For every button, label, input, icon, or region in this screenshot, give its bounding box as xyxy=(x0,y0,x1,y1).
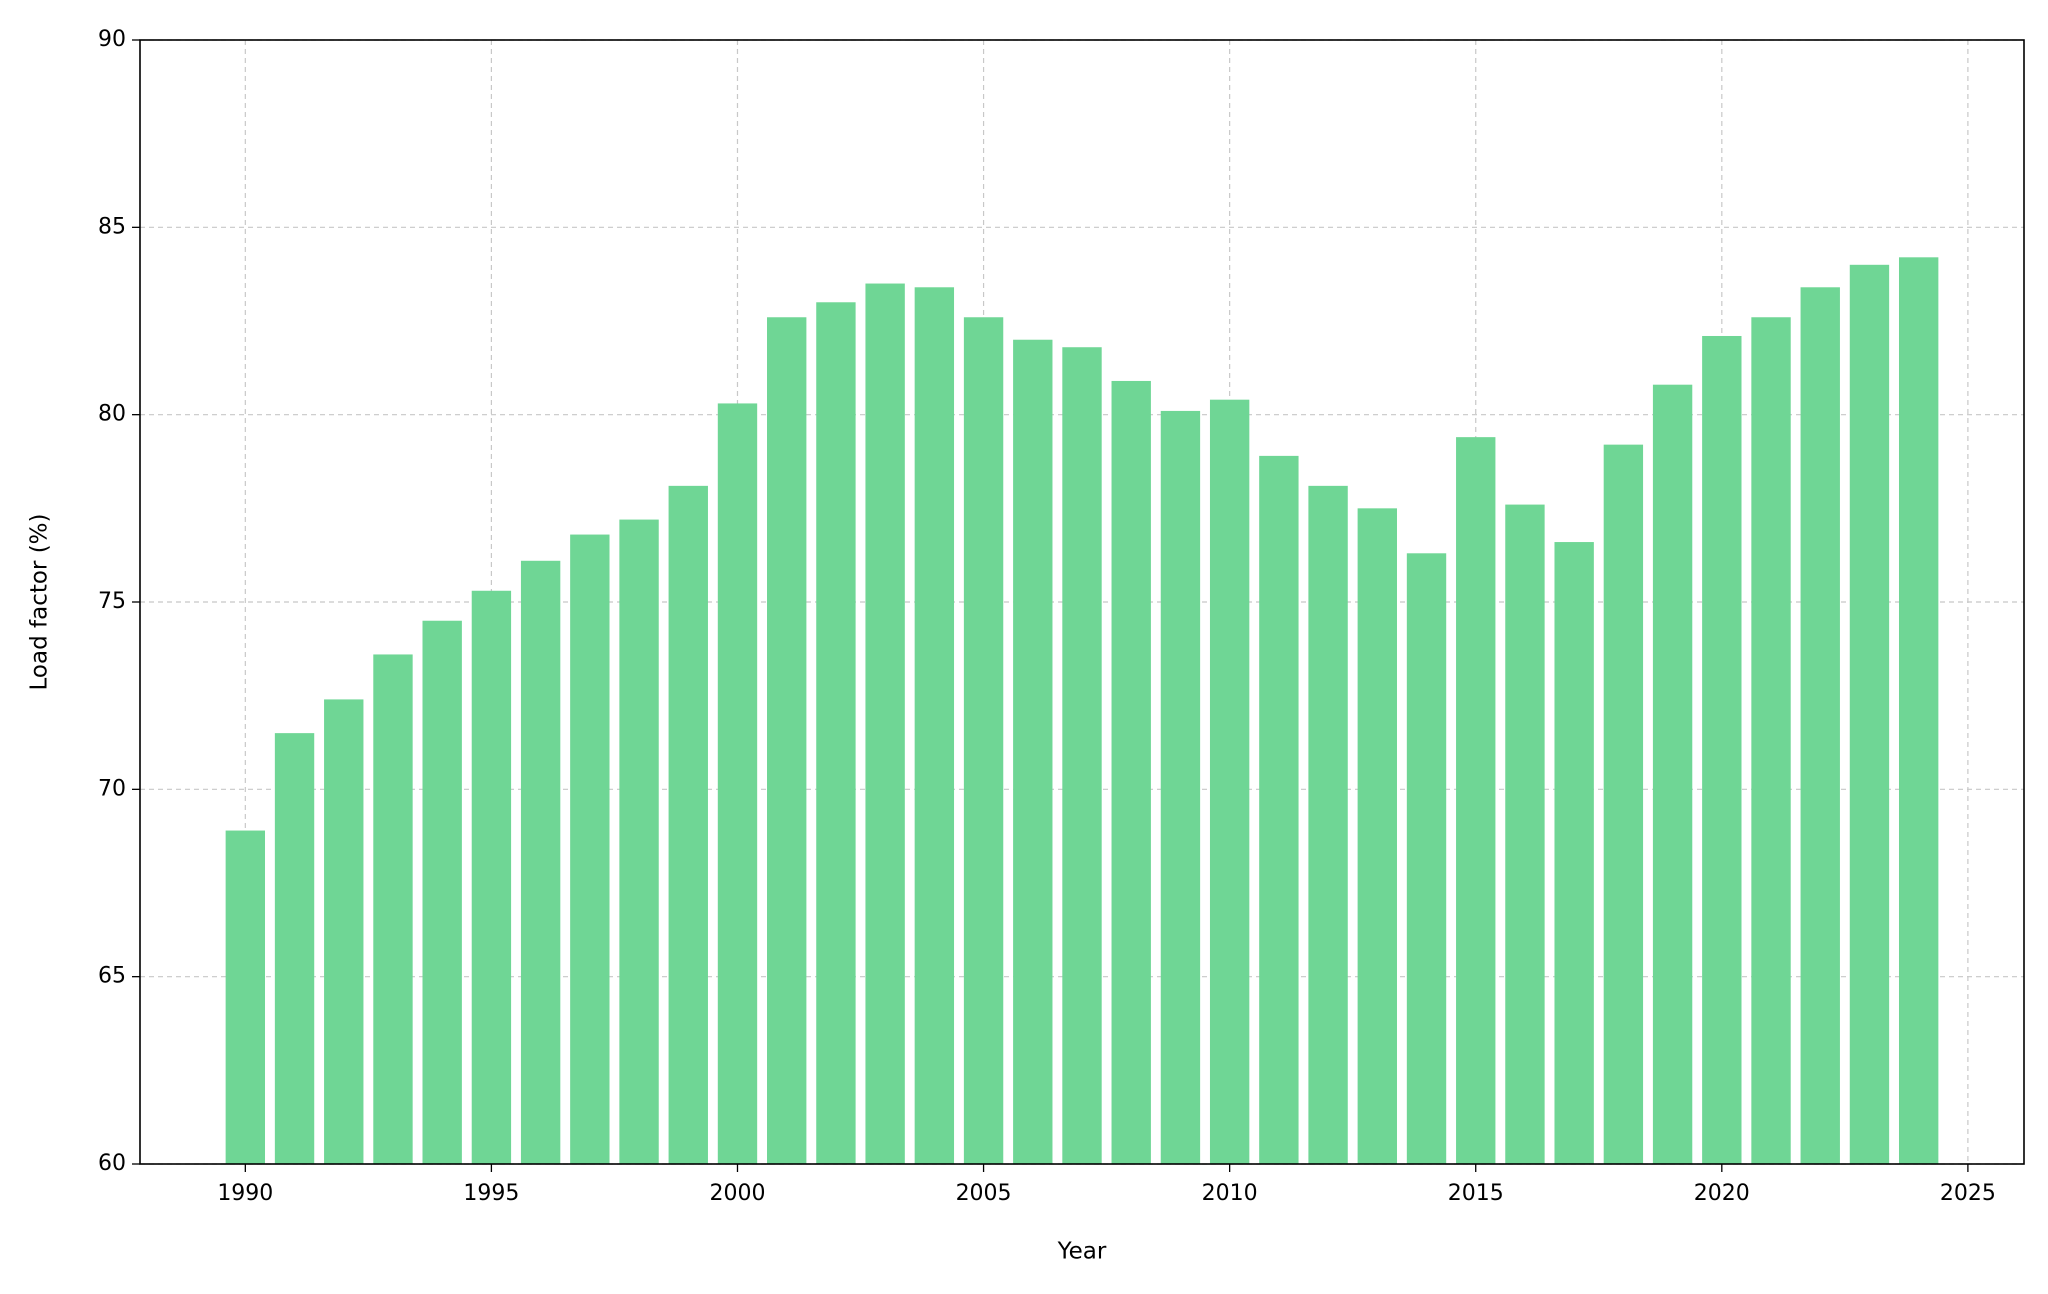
x-tick-label: 2005 xyxy=(956,1181,1012,1206)
bar xyxy=(1013,339,1053,1164)
bar xyxy=(373,654,413,1164)
bar xyxy=(471,590,512,1164)
bar xyxy=(1751,317,1791,1165)
y-tick-label: 60 xyxy=(98,1151,126,1176)
bar xyxy=(1800,287,1840,1164)
y-tick-label: 75 xyxy=(98,589,126,614)
plot-frame xyxy=(139,39,2025,1165)
bar xyxy=(1111,380,1151,1164)
bar xyxy=(865,283,905,1164)
bar xyxy=(816,302,856,1164)
bar xyxy=(1308,485,1348,1164)
bar xyxy=(225,830,266,1164)
y-tick-label: 90 xyxy=(98,27,126,52)
bar xyxy=(1702,335,1742,1164)
bar xyxy=(1259,455,1299,1164)
bar xyxy=(1160,410,1201,1164)
y-axis-label: Load factor (%) xyxy=(27,514,53,691)
bar xyxy=(717,403,758,1165)
bar xyxy=(914,287,955,1164)
y-tick-label: 80 xyxy=(98,402,126,427)
bar xyxy=(1554,542,1594,1164)
x-tick-label: 2015 xyxy=(1448,1181,1504,1206)
x-tick-label: 2025 xyxy=(1940,1181,1996,1206)
bar xyxy=(1357,508,1397,1164)
bar xyxy=(1898,257,1939,1165)
x-tick-label: 2000 xyxy=(709,1181,765,1206)
x-tick-label: 1995 xyxy=(463,1181,519,1206)
x-tick-label: 2020 xyxy=(1694,1181,1750,1206)
x-axis-label: Year xyxy=(1057,1239,1107,1265)
bar xyxy=(520,560,561,1164)
y-tick-label: 85 xyxy=(98,214,126,239)
x-tick-label: 2010 xyxy=(1202,1181,1258,1206)
bar xyxy=(274,733,315,1164)
bar xyxy=(422,620,462,1164)
bar xyxy=(668,485,708,1164)
bar xyxy=(1505,504,1545,1164)
bar xyxy=(1209,399,1250,1164)
y-tick-label: 65 xyxy=(98,964,126,989)
bar xyxy=(1603,444,1644,1164)
bar xyxy=(1849,264,1890,1164)
bar xyxy=(963,317,1004,1165)
x-tick-label: 1990 xyxy=(217,1181,273,1206)
bar xyxy=(1456,437,1496,1164)
bar xyxy=(570,534,610,1164)
bar xyxy=(619,519,659,1164)
bar xyxy=(767,317,807,1165)
bar xyxy=(324,699,364,1164)
bar xyxy=(1062,347,1102,1164)
bar xyxy=(1406,553,1447,1164)
y-tick-label: 70 xyxy=(98,776,126,801)
bar xyxy=(1652,384,1693,1164)
